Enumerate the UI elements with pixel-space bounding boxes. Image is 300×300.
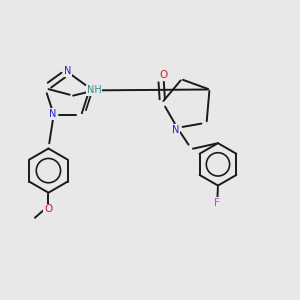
Text: O: O [159, 70, 167, 80]
Text: N: N [64, 66, 71, 76]
Text: F: F [214, 198, 220, 208]
Text: NH: NH [87, 85, 102, 95]
Text: N: N [172, 125, 179, 135]
Text: O: O [44, 205, 52, 214]
Text: N: N [50, 109, 57, 119]
